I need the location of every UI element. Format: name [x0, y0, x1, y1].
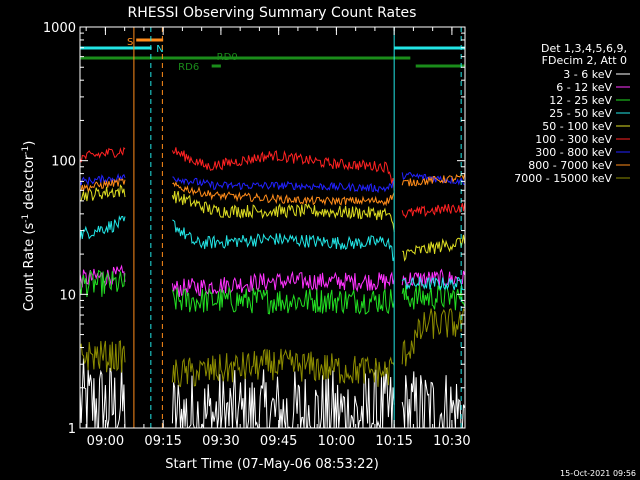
legend: Det 1,3,4,5,6,9, FDecim 2, Att 0 3 - 6 k…	[514, 42, 630, 185]
legend-label-8: 7000 - 15000 keV	[514, 172, 612, 185]
y-label-main: Count Rate (s	[22, 223, 37, 312]
y-label-sup2: -1	[21, 146, 31, 155]
x-tick-label-1: 09:15	[144, 434, 181, 449]
legend-label-3: 25 - 50 keV	[549, 107, 612, 120]
series-layer	[79, 146, 466, 429]
legend-header-line1: Det 1,3,4,5,6,9,	[541, 42, 627, 55]
flag-label-n: N	[156, 44, 163, 55]
series-line-7	[79, 173, 466, 207]
series-line-0	[79, 358, 466, 429]
x-axis-label: Start Time (07-May-06 08:53:22)	[165, 457, 379, 472]
y-label-mid: detector	[22, 154, 37, 214]
y-tick-label-1: 10	[59, 288, 76, 303]
axes-layer: 09:00 09:15 09:30 09:45 10:00 10:15 10:30 1 10 10…	[43, 21, 471, 449]
legend-header-line2: FDecim 2, Att 0	[542, 54, 627, 67]
y-tick-label-3: 1000	[43, 21, 76, 36]
series-line-3	[79, 214, 465, 291]
flag-label-rd0: RD0	[217, 52, 238, 63]
x-tick-label-6: 10:30	[433, 434, 470, 449]
legend-label-7: 800 - 7000 keV	[528, 159, 612, 172]
x-tick-label-0: 09:00	[87, 434, 124, 449]
y-label-sup1: -1	[21, 214, 31, 223]
y-tick-label-0: 1	[68, 422, 76, 437]
vlines-layer	[133, 27, 462, 428]
legend-label-5: 100 - 300 keV	[535, 133, 612, 146]
x-tick-label-3: 09:45	[260, 434, 297, 449]
y-axis-label: Count Rate (s-1 detector-1)	[21, 141, 37, 312]
flag-label-rd6: RD6	[178, 62, 199, 73]
series-line-8	[79, 308, 465, 388]
legend-label-1: 6 - 12 keV	[556, 81, 612, 94]
flags-layer: S N RD0 RD6	[80, 37, 465, 73]
legend-label-0: 3 - 6 keV	[563, 68, 612, 81]
series-line-4	[79, 184, 466, 262]
y-tick-label-2: 100	[51, 155, 76, 170]
flag-label-s: S	[127, 37, 133, 48]
x-tick-label-4: 10:00	[318, 434, 355, 449]
series-line-2	[79, 269, 466, 315]
plot-frame	[79, 26, 466, 429]
series-line-5	[79, 146, 466, 219]
legend-label-4: 50 - 100 keV	[542, 120, 612, 133]
footer-timestamp: 15-Oct-2021 09:56	[560, 469, 636, 478]
x-tick-label-2: 09:30	[202, 434, 239, 449]
series-line-6	[79, 172, 465, 194]
series-line-1	[79, 264, 466, 298]
legend-label-2: 12 - 25 keV	[549, 94, 612, 107]
legend-label-6: 300 - 800 keV	[535, 146, 612, 159]
x-tick-label-5: 10:15	[375, 434, 412, 449]
chart-title: RHESSI Observing Summary Count Rates	[128, 5, 417, 21]
y-label-end: )	[22, 141, 37, 146]
